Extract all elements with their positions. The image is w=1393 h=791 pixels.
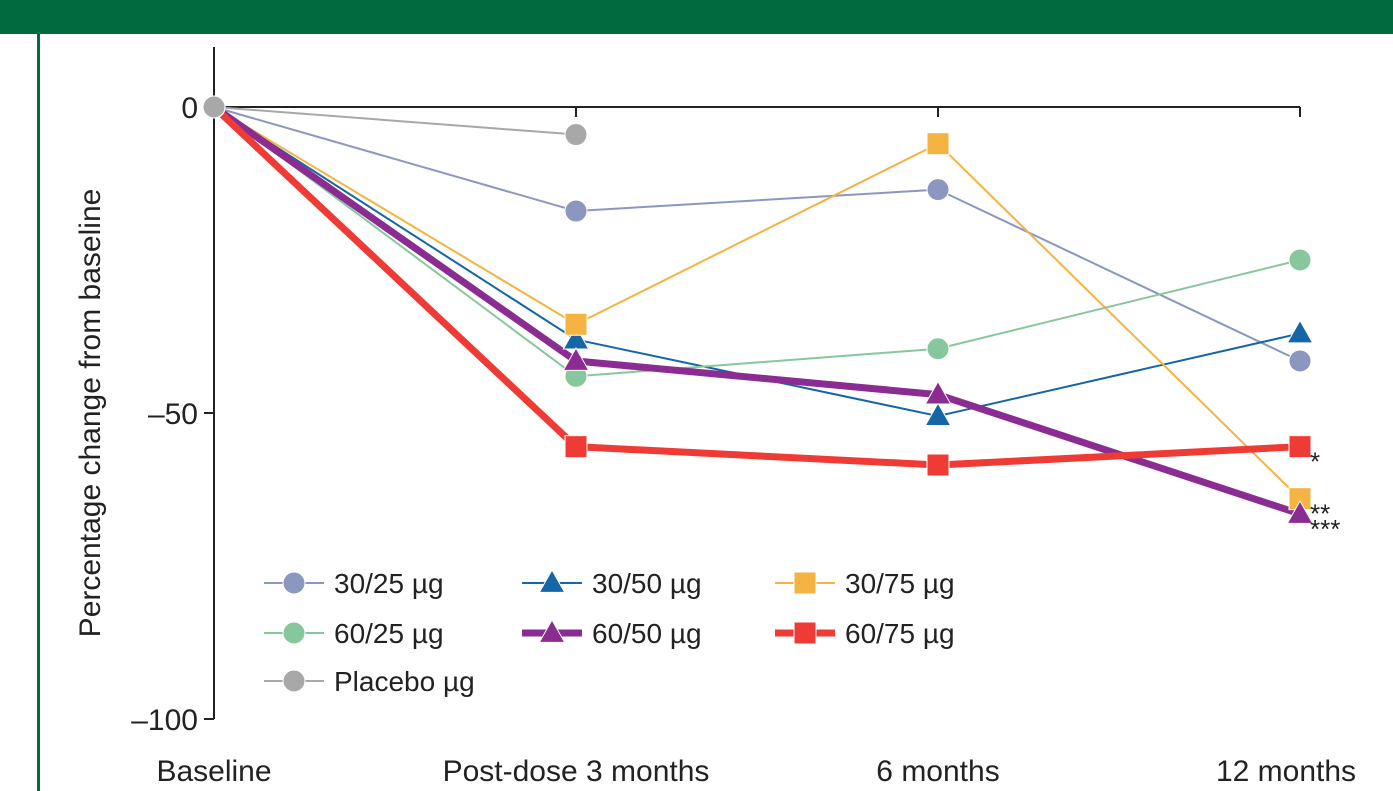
legend-marker <box>282 669 306 693</box>
legend-item-30-75-g: 30/75 µg <box>775 568 955 599</box>
x-category-label: Baseline <box>156 755 271 788</box>
data-point-30-75-g <box>926 132 950 156</box>
data-point-60-50-g <box>1286 500 1314 524</box>
legend-item-placebo-g: Placebo µg <box>264 666 475 697</box>
data-point-60-50-g <box>924 380 952 405</box>
series-line-placebo-g <box>213 106 577 136</box>
legend-marker <box>538 619 566 643</box>
legend: 30/25 µg 30/50 µg 30/75 µg 60/25 µg 60/50 µg… <box>264 568 955 697</box>
header-bar <box>0 0 1393 34</box>
data-point-30-25-g <box>926 178 950 202</box>
legend-label: 60/25 µg <box>334 618 444 649</box>
data-point-30-25-g <box>1288 349 1312 373</box>
series-line-60-25-g <box>213 106 1301 378</box>
legend-label: 60/75 µg <box>845 618 955 649</box>
data-point-60-75-g <box>926 453 950 477</box>
legend-item-60-50-g: 60/50 µg <box>522 618 702 649</box>
data-point-60-25-g <box>926 337 950 361</box>
y-tick-label: –50 <box>148 398 198 431</box>
legend-item-60-75-g: 60/75 µg <box>775 618 955 649</box>
chart-labels: 0 –50 –100 Baseline Post-dose 3 months 6 mont… <box>74 92 1356 788</box>
significance-label: ** <box>1310 499 1330 529</box>
x-category-label: 6 months <box>876 755 999 788</box>
significance-label: * <box>1310 447 1320 477</box>
x-category-label: 12 months <box>1216 755 1356 788</box>
series-lines <box>211 104 1302 518</box>
series-line-30-25-g <box>213 106 1301 362</box>
legend-label: 30/25 µg <box>334 568 444 599</box>
legend-label: 30/50 µg <box>592 568 702 599</box>
legend-marker <box>793 621 817 645</box>
data-point-placebo-g <box>564 123 588 147</box>
x-category-label: Post-dose 3 months <box>443 755 710 788</box>
legend-item-30-25-g: 30/25 µg <box>264 568 444 599</box>
legend-label: Placebo µg <box>334 666 475 697</box>
legend-item-60-25-g: 60/25 µg <box>264 618 444 649</box>
series-markers <box>202 95 1314 524</box>
series-line-60-75-g <box>211 104 1301 469</box>
left-border-rule <box>37 34 40 791</box>
legend-label: 30/75 µg <box>845 568 955 599</box>
legend-marker <box>282 571 306 595</box>
legend-marker <box>793 571 817 595</box>
y-tick-label: –100 <box>131 704 198 737</box>
series-line-30-75-g <box>213 106 1301 500</box>
legend-item-30-50-g: 30/50 µg <box>522 568 702 599</box>
data-point-30-75-g <box>564 312 588 336</box>
data-point-30-50-g <box>924 402 952 426</box>
data-point-60-75-g <box>564 435 588 459</box>
legend-marker <box>538 569 566 593</box>
data-point-60-50-g <box>562 347 590 371</box>
legend-marker <box>282 621 306 645</box>
significance-label: *** <box>1310 514 1340 544</box>
data-point-30-50-g <box>1286 319 1314 344</box>
data-point-60-75-g <box>202 95 226 119</box>
data-point-60-25-g <box>1288 248 1312 272</box>
data-point-60-75-g <box>1288 435 1312 459</box>
y-tick-label: 0 <box>181 92 198 125</box>
y-axis-title: Percentage change from baseline <box>74 189 107 638</box>
data-point-30-25-g <box>564 199 588 223</box>
legend-label: 60/50 µg <box>592 618 702 649</box>
